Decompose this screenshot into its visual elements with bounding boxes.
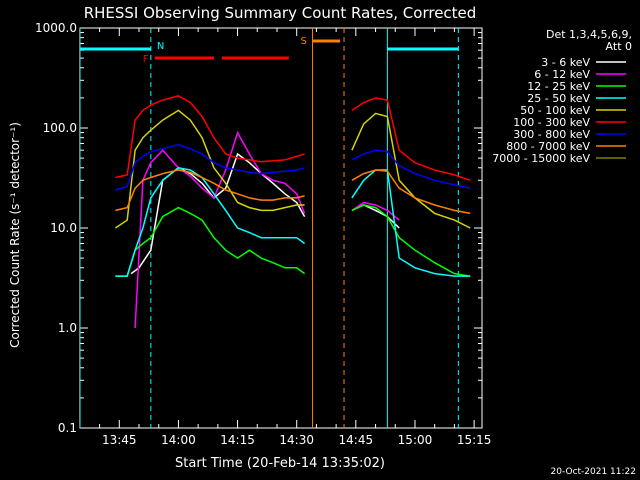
y-tick-label: 100.0 [43,121,77,135]
y-tick-label: 1000.0 [35,21,77,35]
y-axis-label: Corrected Count Rate (s⁻¹ detector⁻¹) [8,122,22,348]
flag-label-s: S [300,36,306,47]
legend-label: 25 - 50 keV [527,92,590,105]
series-line-2 [351,204,471,277]
series-line-1 [134,130,306,329]
legend-label: 3 - 6 keV [541,56,590,69]
x-axis-label: Start Time (20-Feb-14 13:35:02) [175,456,385,471]
legend-label: 100 - 300 keV [513,116,590,129]
x-tick-label: 14:00 [161,433,196,447]
series-line-6 [351,149,471,189]
y-tick-label: 0.1 [58,421,77,435]
flag-label-f: F [143,54,149,65]
data-layer: NF S [80,28,471,428]
series-line-7 [351,169,471,215]
y-tick-label: 10.0 [50,221,77,235]
chart-title: RHESSI Observing Summary Count Rates, Co… [84,4,477,22]
series-line-4 [351,112,471,229]
series-line-6 [115,143,305,191]
x-tick-label: 14:45 [339,433,374,447]
legend-header-detectors: Det 1,3,4,5,6,9, [546,28,632,41]
legend-label: 7000 - 15000 keV [492,152,590,165]
plot-axes: 0.1 1.0 10.0 100.0 1000.0 13:45 14:00 14:15 14:3… [35,21,491,447]
series-line-7 [115,169,305,212]
series-line-5 [115,94,305,179]
legend-label: 800 - 7000 keV [506,140,590,153]
legend-label: 300 - 800 keV [513,128,590,141]
series-line-3 [115,167,306,277]
series-line-0 [130,152,306,275]
series-line-3 [351,169,471,277]
series-line-2 [115,206,306,277]
x-tick-label: 15:15 [457,433,492,447]
series-line-4 [114,109,305,229]
legend-header-attenuator: Att 0 [606,40,632,53]
x-tick-label: 13:45 [102,433,137,447]
flag-label-n: N [157,41,164,52]
x-tick-label: 15:00 [398,433,433,447]
legend-label: 6 - 12 keV [534,68,590,81]
x-tick-label: 14:15 [220,433,255,447]
legend-label: 12 - 25 keV [527,80,590,93]
footer-date: 20-Oct-2021 11:22 [551,467,636,477]
data-group: NF S [80,28,471,428]
legend-label: 50 - 100 keV [520,104,590,117]
y-tick-label: 1.0 [58,321,77,335]
series-line-5 [351,97,471,182]
series-line-1 [351,201,400,221]
x-tick-label: 14:30 [279,433,314,447]
